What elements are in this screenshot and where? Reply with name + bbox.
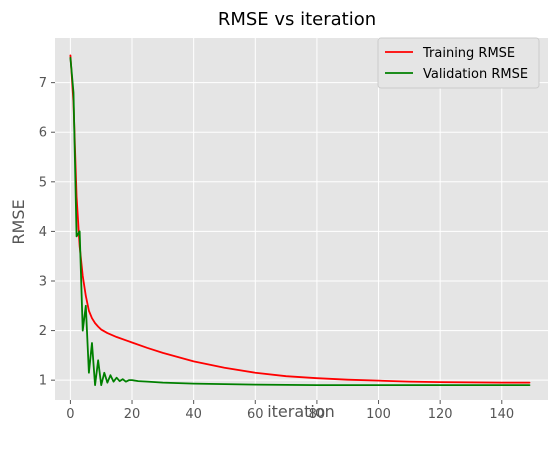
validation-rmse-line — [69, 56, 531, 387]
x-tick-label: 60 — [247, 407, 264, 422]
series-layer — [69, 54, 531, 387]
x-tick-label: 140 — [489, 407, 514, 422]
training-rmse-line — [69, 54, 531, 384]
y-tick-label: 1 — [39, 374, 47, 389]
y-tick-label: 5 — [39, 175, 47, 190]
legend-box — [377, 37, 540, 89]
legend-label-training: Training RMSE — [422, 46, 515, 61]
x-tick-label: 80 — [309, 407, 326, 422]
y-axis-label: RMSE — [9, 199, 28, 244]
plot-area — [55, 38, 548, 400]
y-tick-label: 2 — [39, 324, 47, 339]
x-tick-label: 20 — [124, 407, 141, 422]
legend-label-validation: Validation RMSE — [423, 67, 528, 82]
legend: Training RMSE Validation RMSE — [377, 37, 540, 89]
x-tick-label: 120 — [428, 407, 453, 422]
y-tick-label: 3 — [39, 274, 47, 289]
x-tick-label: 0 — [66, 407, 74, 422]
y-tick-label: 4 — [39, 225, 47, 240]
x-axis-label: iteration — [267, 402, 335, 421]
chart-title: RMSE vs iteration — [218, 9, 376, 30]
x-tick-label: 100 — [366, 407, 391, 422]
y-tick-label: 7 — [39, 76, 47, 91]
tick-marks — [51, 82, 503, 404]
y-tick-label: 6 — [39, 126, 47, 141]
x-tick-label: 40 — [185, 407, 202, 422]
